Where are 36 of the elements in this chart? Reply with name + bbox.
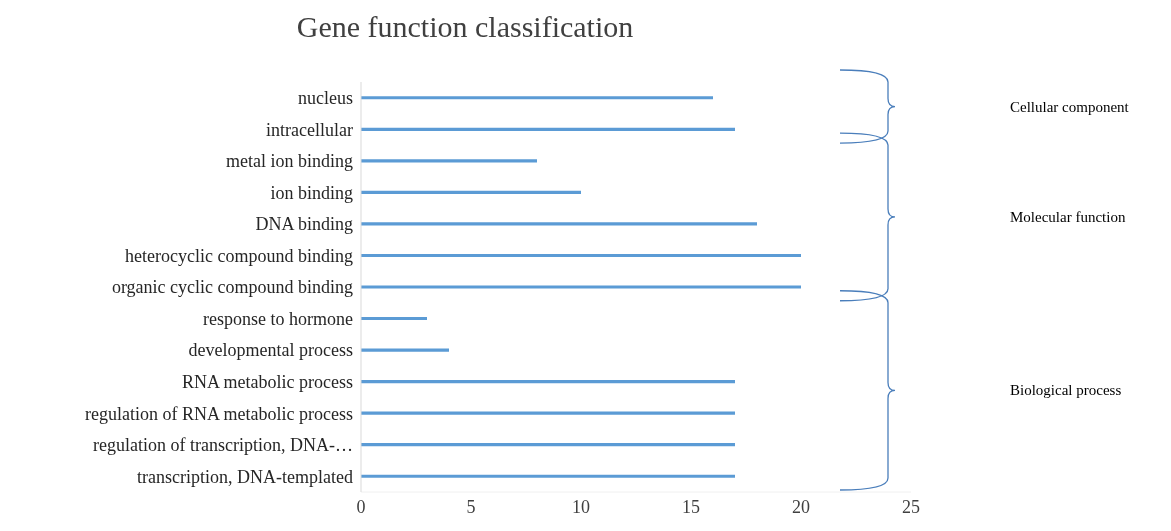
x-tick-label: 5 bbox=[466, 496, 476, 517]
bar bbox=[361, 253, 801, 258]
x-tick-label: 10 bbox=[572, 496, 590, 517]
y-tick-label: transcription, DNA-templated bbox=[137, 466, 353, 487]
bar bbox=[361, 96, 713, 100]
bar bbox=[361, 474, 735, 478]
bar bbox=[361, 316, 427, 321]
y-tick-label: developmental process bbox=[188, 340, 353, 361]
y-tick-label: ion binding bbox=[270, 182, 353, 203]
text: Biological process bbox=[1010, 382, 1122, 399]
y-tick-label: metal ion binding bbox=[226, 151, 353, 172]
bar bbox=[361, 222, 757, 226]
chart-title: Gene function classification bbox=[295, 10, 635, 44]
y-tick-label: regulation of RNA metabolic process bbox=[85, 403, 353, 424]
bar bbox=[361, 159, 537, 163]
bar bbox=[361, 443, 735, 447]
bar bbox=[361, 380, 735, 384]
x-tick-label: 20 bbox=[792, 496, 810, 517]
x-tick-label: 15 bbox=[682, 496, 700, 517]
y-tick-label: heterocyclic compound binding bbox=[125, 245, 353, 266]
y-tick-label: regulation of transcription, DNA-… bbox=[93, 435, 353, 456]
y-tick-label: nucleus bbox=[298, 88, 353, 109]
bar bbox=[361, 190, 581, 194]
y-tick-label: intracellular bbox=[266, 119, 353, 140]
x-tick-label: 0 bbox=[356, 496, 366, 517]
bar bbox=[361, 411, 735, 415]
bar bbox=[361, 127, 735, 131]
x-tick-label: 25 bbox=[902, 496, 920, 517]
bar bbox=[361, 285, 801, 289]
y-tick-label: organic cyclic compound binding bbox=[111, 277, 353, 298]
y-tick-label: RNA metabolic process bbox=[182, 372, 353, 393]
y-tick-label: response to hormone bbox=[203, 308, 354, 329]
text: Molecular function bbox=[1010, 208, 1126, 225]
bar bbox=[361, 348, 449, 352]
text: Cellular component bbox=[1010, 98, 1130, 115]
y-tick-label: DNA binding bbox=[255, 214, 353, 235]
